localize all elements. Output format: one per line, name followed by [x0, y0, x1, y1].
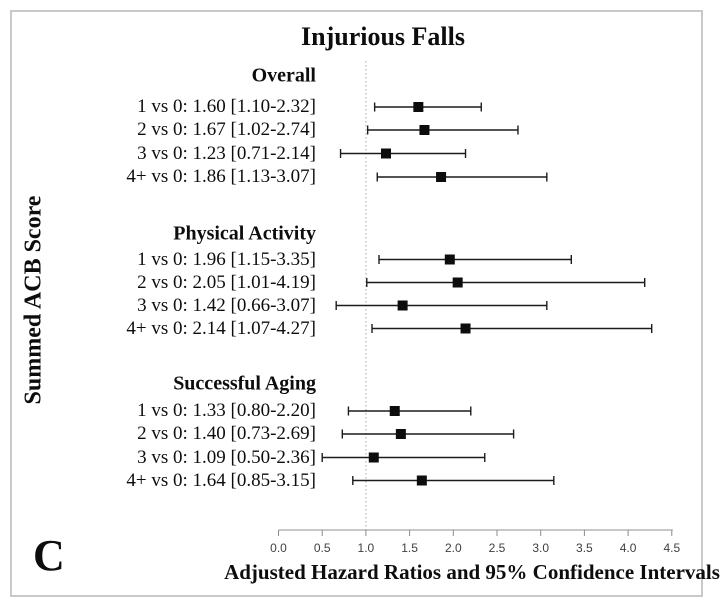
group-header: Successful Aging — [173, 372, 316, 395]
row-label: 1 vs 0: 1.96 [1.15-3.35] — [137, 248, 316, 270]
hr-marker — [416, 475, 427, 486]
x-tick-label: 0.5 — [314, 541, 331, 555]
hr-marker — [397, 300, 408, 311]
row-label: 1 vs 0: 1.33 [0.80-2.20] — [137, 400, 316, 421]
hr-marker — [460, 323, 471, 334]
hr-marker — [389, 406, 400, 416]
x-tick-label: 2.5 — [489, 541, 506, 555]
figure-border — [10, 10, 703, 597]
row-label: 2 vs 0: 1.40 [0.73-2.69] — [137, 423, 316, 444]
x-tick-label: 1.0 — [358, 541, 375, 555]
row-label: 3 vs 0: 1.23 [0.71-2.14] — [137, 142, 316, 164]
hr-marker — [413, 102, 424, 112]
row-label: 2 vs 0: 2.05 [1.01-4.19] — [137, 271, 316, 293]
hr-marker — [444, 254, 455, 265]
hr-marker — [452, 277, 463, 288]
hr-marker — [419, 125, 430, 135]
hr-marker — [395, 429, 406, 439]
group-header: Physical Activity — [173, 222, 316, 245]
hr-marker — [436, 172, 447, 182]
row-label: 3 vs 0: 1.09 [0.50-2.36] — [137, 446, 316, 468]
x-axis-label: Adjusted Hazard Ratios and 95% Confidenc… — [224, 560, 720, 584]
x-tick-label: 2.0 — [445, 541, 462, 555]
row-label: 1 vs 0: 1.60 [1.10-2.32] — [137, 96, 316, 117]
chart-title: Injurious Falls — [301, 22, 465, 51]
x-tick-label: 4.5 — [663, 541, 680, 555]
row-label: 2 vs 0: 1.67 [1.02-2.74] — [137, 119, 316, 140]
x-tick-label: 3.0 — [532, 541, 549, 555]
row-label: 3 vs 0: 1.42 [0.66-3.07] — [137, 294, 316, 316]
row-label: 4+ vs 0: 1.86 [1.13-3.07] — [126, 166, 316, 187]
x-tick-label: 4.0 — [620, 541, 637, 555]
panel-label-c: C — [33, 531, 65, 580]
row-label: 4+ vs 0: 1.64 [0.85-3.15] — [126, 469, 316, 491]
row-label: 4+ vs 0: 2.14 [1.07-4.27] — [126, 317, 316, 339]
x-tick-label: 1.5 — [401, 541, 418, 555]
x-tick-label: 3.5 — [576, 541, 593, 555]
hr-marker — [368, 452, 379, 463]
hr-marker — [381, 148, 392, 159]
x-tick-label: 0.0 — [270, 541, 287, 555]
group-header: Overall — [251, 64, 316, 87]
